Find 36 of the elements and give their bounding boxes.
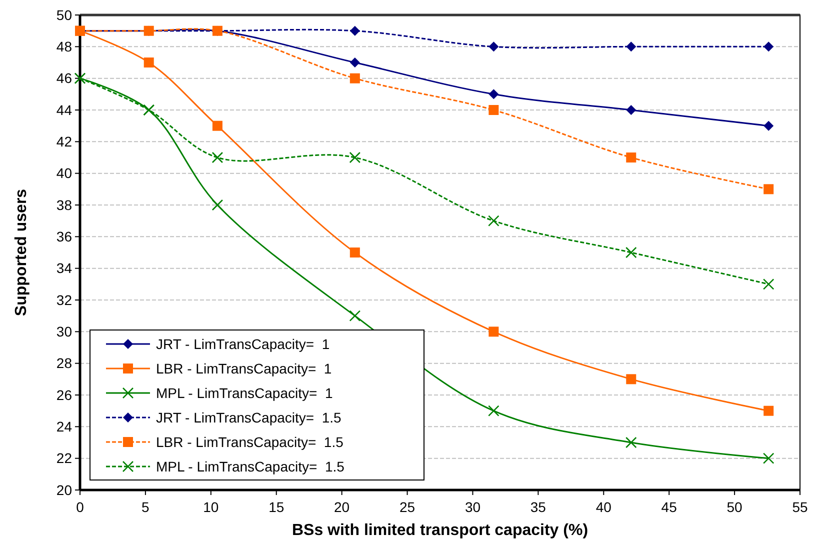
y-tick-label: 22 xyxy=(56,450,72,466)
legend-label: JRT - LimTransCapacity= 1 xyxy=(156,336,330,352)
y-tick-label: 26 xyxy=(56,386,72,403)
legend-label: LBR - LimTransCapacity= 1.5 xyxy=(156,434,344,450)
y-tick-label: 30 xyxy=(56,324,72,340)
x-tick-label: 30 xyxy=(464,499,481,515)
y-tick-label: 38 xyxy=(56,196,72,213)
y-tick-label: 42 xyxy=(56,134,72,150)
x-axis-title: BSs with limited transport capacity (%) xyxy=(292,522,588,539)
y-tick-label: 32 xyxy=(56,292,72,308)
y-tick-label: 34 xyxy=(56,260,72,276)
x-tick-label: 55 xyxy=(792,499,808,515)
x-tick-label: 15 xyxy=(268,499,284,515)
y-tick-label: 50 xyxy=(56,6,72,23)
legend-label: JRT - LimTransCapacity= 1.5 xyxy=(156,409,342,426)
x-tick-label: 40 xyxy=(596,499,612,515)
y-tick-label: 46 xyxy=(56,70,72,86)
x-tick-label: 20 xyxy=(334,499,350,515)
legend-label: MPL - LimTransCapacity= 1 xyxy=(156,384,333,401)
y-tick-label: 48 xyxy=(56,38,72,55)
x-tick-label: 5 xyxy=(142,499,150,515)
legend-label: MPL - LimTransCapacity= 1.5 xyxy=(156,458,345,474)
x-tick-label: 50 xyxy=(726,499,743,515)
x-tick-label: 10 xyxy=(203,499,219,515)
x-tick-label: 45 xyxy=(661,499,678,515)
y-tick-label: 44 xyxy=(56,102,72,118)
y-tick-label: 40 xyxy=(56,165,72,182)
y-tick-label: 36 xyxy=(56,228,72,245)
y-tick-label: 28 xyxy=(56,355,72,372)
x-tick-label: 25 xyxy=(399,499,416,515)
y-tick-label: 24 xyxy=(56,418,72,435)
x-tick-label: 0 xyxy=(76,499,84,515)
legend-label: LBR - LimTransCapacity= 1 xyxy=(156,360,332,376)
y-tick-label: 20 xyxy=(56,482,72,498)
y-axis-title: Supported users xyxy=(13,188,30,316)
x-tick-label: 35 xyxy=(530,499,546,515)
